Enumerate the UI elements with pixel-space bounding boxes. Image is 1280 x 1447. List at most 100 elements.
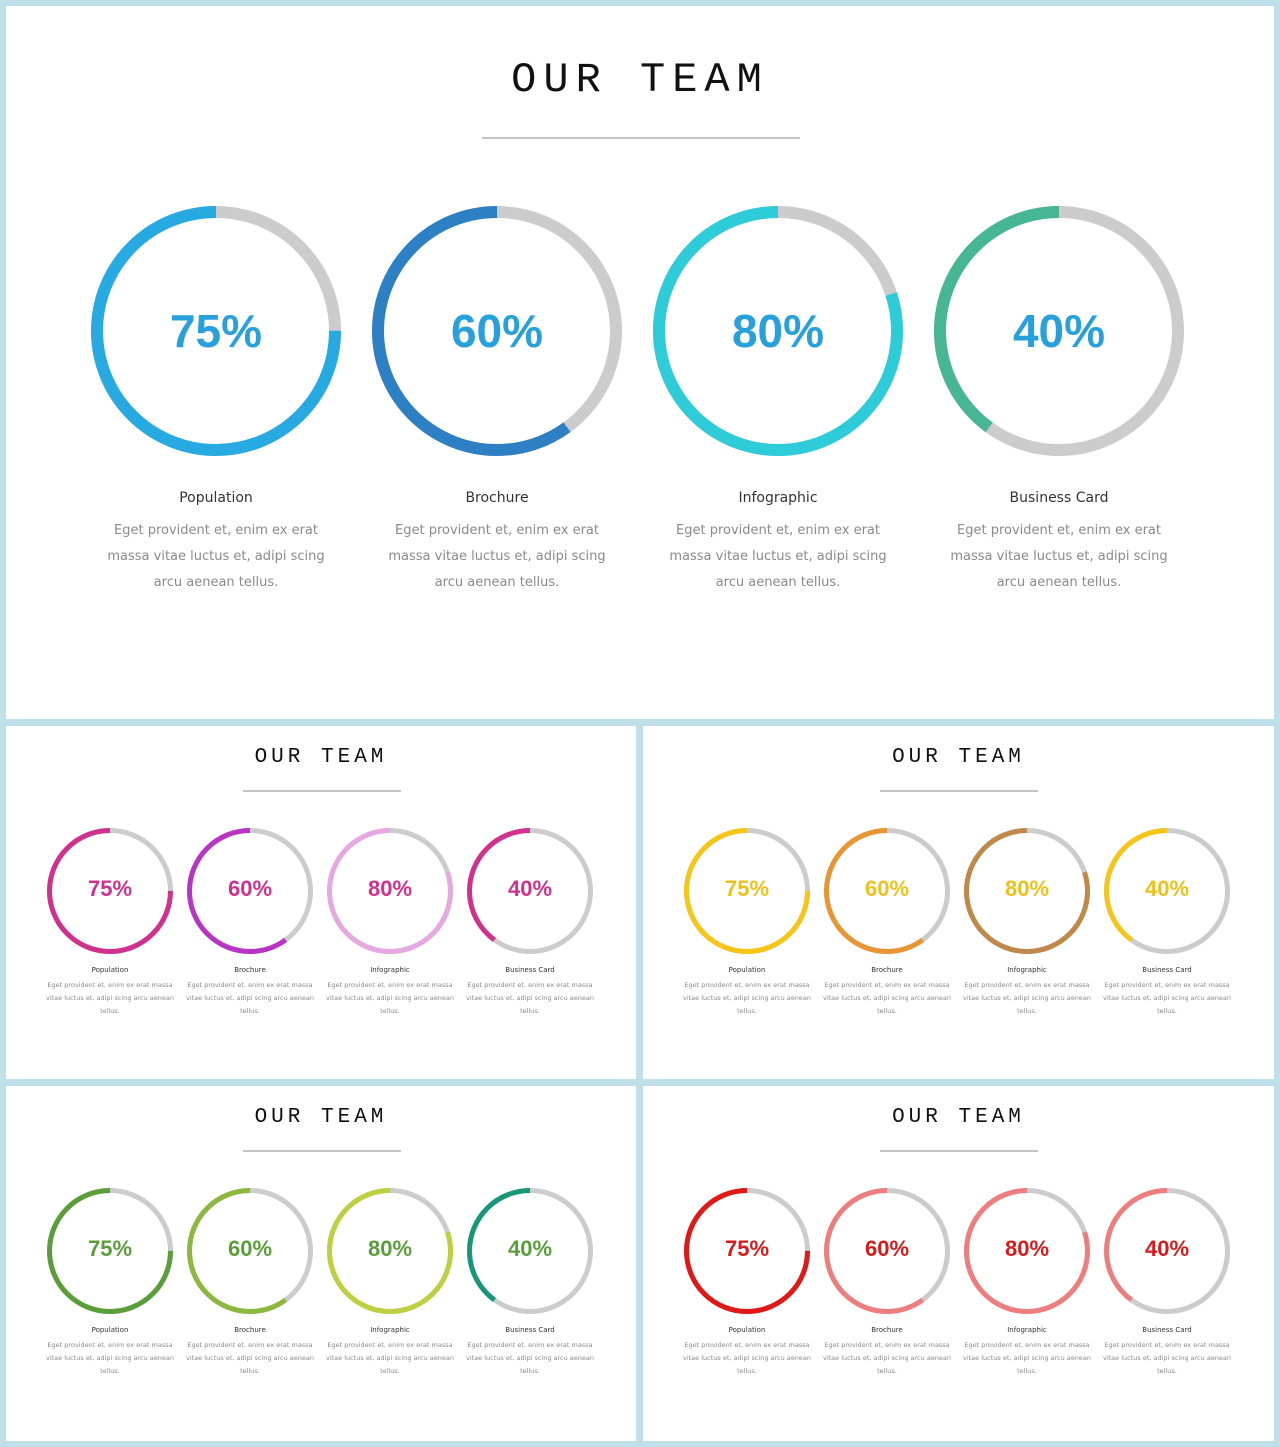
item-description: Eget provident et, enim ex erat massa vi… (107, 523, 325, 590)
donut-item: 60% Brochure Eget provident et, enim ex er… (185, 828, 315, 1028)
slide-title: OUR TEAM (892, 746, 1025, 769)
donut-arc (684, 1188, 810, 1314)
donut-ring (372, 206, 622, 456)
item-description: Eget provident et, enim ex erat massa vi… (325, 981, 455, 1015)
donut-arc (934, 206, 1184, 456)
donut-value-label: 40% (507, 1236, 553, 1261)
item-label: Brochure (871, 966, 903, 974)
donut-ring (824, 1188, 950, 1314)
donut-item: 60% Brochure Eget provident et, enim ex er… (822, 1188, 952, 1388)
donut-ring (327, 1188, 453, 1314)
slide-blue: OUR TEAM 75% Population Eget provident et, … (6, 6, 1274, 719)
title-divider (880, 790, 1038, 792)
title-divider (243, 1150, 401, 1152)
item-description: Eget provident et, enim ex erat massa vi… (1102, 981, 1232, 1015)
slide-green: OUR TEAM 75% Population Eget provident et, … (6, 1086, 636, 1441)
donut-item: 80% Infographic Eget provident et, enim ex… (325, 828, 455, 1028)
item-description: Eget provident et, enim ex erat massa vi… (185, 981, 315, 1015)
donut-arc (1104, 1188, 1230, 1314)
donut-value-label: 80% (367, 1236, 413, 1261)
donut-value-label: 75% (87, 1236, 133, 1261)
slide-red: OUR TEAM 75% Population Eget provident et, … (643, 1086, 1274, 1441)
donut-value-label: 60% (227, 1236, 273, 1261)
item-label: Business Card (1009, 490, 1109, 506)
donut-item: 40% Business Card Eget provident et, enim … (1103, 1188, 1231, 1388)
donut-value-label: 40% (1012, 305, 1106, 357)
item-label: Brochure (234, 1326, 266, 1334)
donut-arc (467, 1188, 593, 1314)
donut-item: 80% Infographic Eget provident et, enim ex… (962, 828, 1092, 1028)
item-label: Population (728, 966, 766, 974)
donut-item: 75% Population Eget provident et, enim ex … (91, 206, 341, 606)
item-description: Eget provident et, enim ex erat massa vi… (822, 1341, 952, 1375)
donut-value-label: 75% (87, 876, 133, 901)
item-label: Infographic (738, 490, 818, 506)
item-label: Business Card (505, 1326, 555, 1334)
item-label: Business Card (505, 966, 555, 974)
donut-ring (467, 828, 593, 954)
item-description: Eget provident et, enim ex erat massa vi… (45, 1341, 175, 1375)
donut-value-label: 80% (1004, 876, 1050, 901)
donut-item: 75% Population Eget provident et, enim ex … (45, 828, 175, 1028)
donut-value-label: 80% (367, 876, 413, 901)
donut-item: 60% Brochure Eget provident et, enim ex er… (185, 1188, 315, 1388)
donut-arc (467, 828, 593, 954)
item-label: Infographic (1007, 1326, 1047, 1334)
item-label: Population (728, 1326, 766, 1334)
donut-item: 75% Population Eget provident et, enim ex … (682, 828, 812, 1028)
slide-title: OUR TEAM (254, 746, 388, 769)
item-label: Population (91, 966, 129, 974)
title-divider (482, 137, 800, 139)
item-description: Eget provident et, enim ex erat massa vi… (822, 981, 952, 1015)
donut-ring (684, 1188, 810, 1314)
donut-item: 80% Infographic Eget provident et, enim ex… (962, 1188, 1092, 1388)
item-description: Eget provident et, enim ex erat massa vi… (962, 981, 1092, 1015)
item-label: Brochure (234, 966, 266, 974)
donut-arc (187, 1188, 313, 1314)
donut-ring (187, 1188, 313, 1314)
donut-arc (47, 1188, 173, 1314)
item-label: Infographic (370, 1326, 410, 1334)
donut-value-label: 60% (864, 876, 910, 901)
donut-ring (824, 828, 950, 954)
item-description: Eget provident et, enim ex erat massa vi… (465, 981, 595, 1015)
donut-ring (684, 828, 810, 954)
donut-arc (327, 1188, 453, 1314)
item-label: Business Card (1142, 966, 1192, 974)
donut-item: 40% Business Card Eget provident et, enim … (1102, 828, 1232, 1028)
donut-item: 75% Population Eget provident et, enim ex … (683, 1188, 811, 1388)
donut-ring (964, 1188, 1090, 1314)
donut-arc (1104, 828, 1230, 954)
donut-ring (934, 206, 1184, 456)
slide-orange: OUR TEAM 75% Population Eget provident et, … (643, 726, 1274, 1079)
donut-item: 60% Brochure Eget provident et, enim ex er… (372, 206, 622, 606)
item-description: Eget provident et, enim ex erat massa vi… (388, 523, 606, 590)
donut-value-label: 80% (1004, 1236, 1050, 1261)
item-description: Eget provident et, enim ex erat massa vi… (962, 1341, 1092, 1375)
donut-value-label: 75% (169, 305, 263, 357)
item-description: Eget provident et, enim ex erat massa vi… (669, 523, 887, 590)
donut-value-label: 40% (1144, 876, 1190, 901)
donut-ring (467, 1188, 593, 1314)
item-description: Eget provident et, enim ex erat massa vi… (682, 981, 812, 1015)
slide-title: OUR TEAM (511, 56, 769, 104)
item-description: Eget provident et, enim ex erat massa vi… (185, 1341, 315, 1375)
donut-value-label: 40% (1144, 1236, 1190, 1261)
donut-arc (964, 828, 1090, 954)
item-description: Eget provident et, enim ex erat massa vi… (45, 981, 175, 1015)
item-label: Brochure (465, 490, 529, 506)
donut-ring (327, 828, 453, 954)
item-label: Infographic (1007, 966, 1047, 974)
donut-item: 40% Business Card Eget provident et, enim … (465, 1188, 595, 1388)
donut-ring (1104, 1188, 1230, 1314)
donut-ring (653, 206, 903, 456)
donut-ring (1104, 828, 1230, 954)
donut-value-label: 75% (724, 876, 770, 901)
item-description: Eget provident et, enim ex erat massa vi… (325, 1341, 455, 1375)
donut-ring (47, 828, 173, 954)
donut-arc (327, 828, 453, 954)
donut-arc (824, 1188, 950, 1314)
item-description: Eget provident et, enim ex erat massa vi… (465, 1341, 595, 1375)
item-label: Business Card (1142, 1326, 1192, 1334)
donut-arc (653, 206, 903, 456)
